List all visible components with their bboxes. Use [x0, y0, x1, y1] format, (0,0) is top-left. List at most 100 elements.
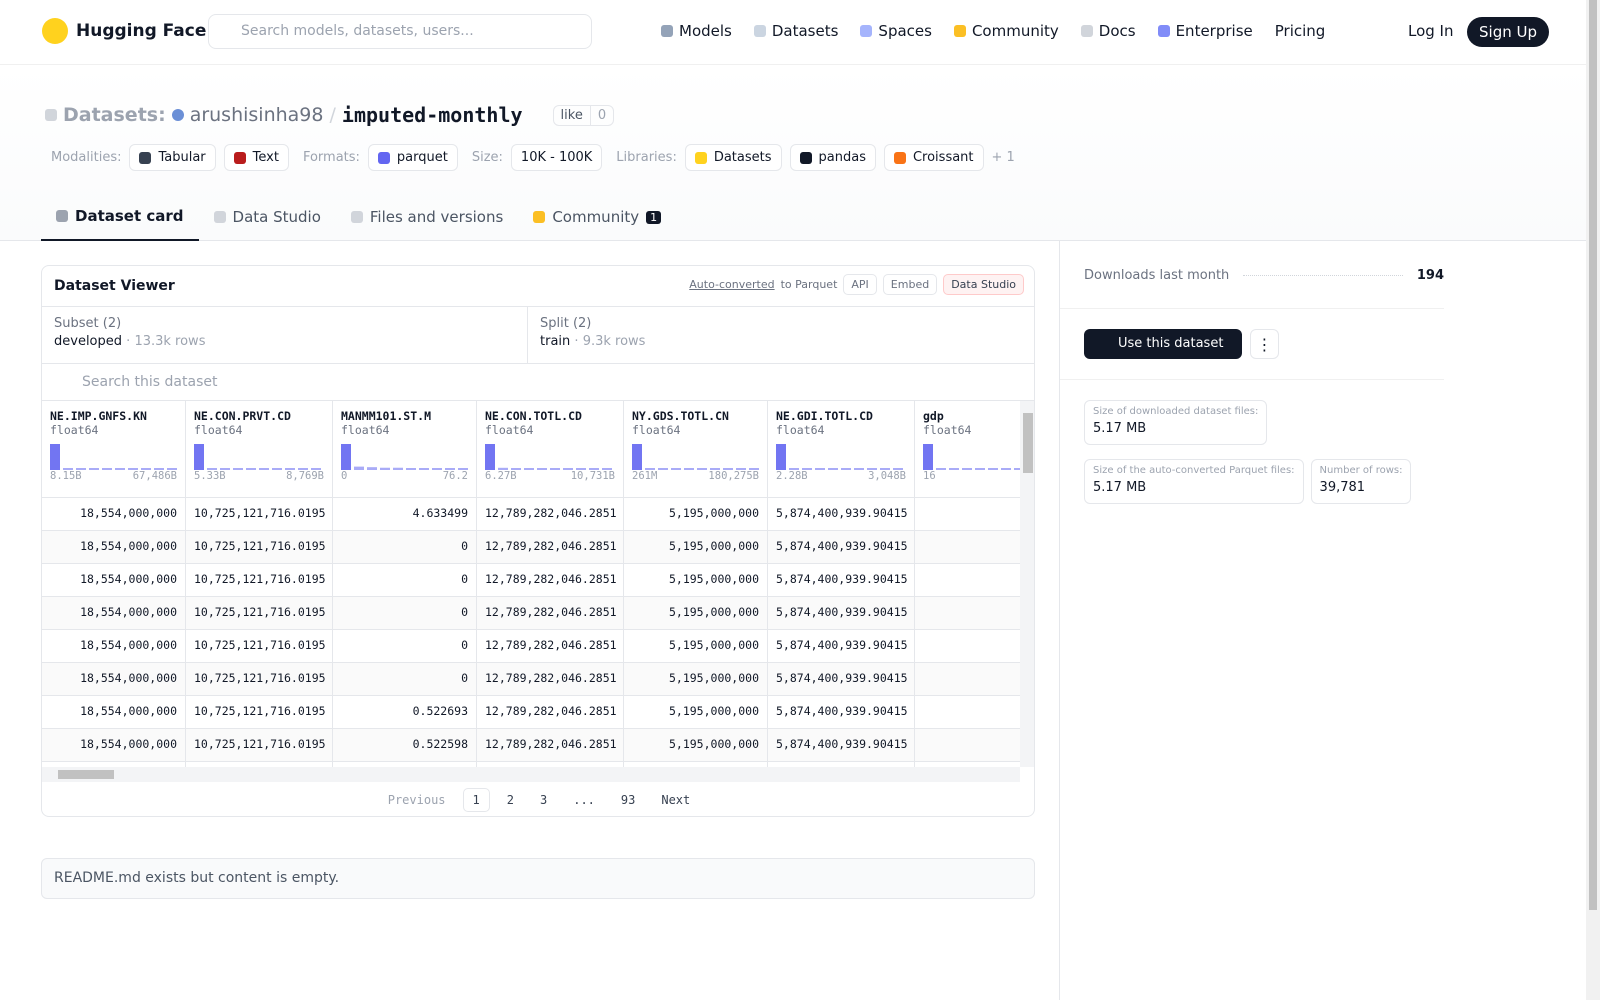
histogram-bar[interactable]	[789, 468, 799, 470]
tab-label[interactable]: Files and versions	[369, 208, 504, 226]
brand-name[interactable]: Hugging Face	[76, 21, 207, 41]
histogram-bar[interactable]	[194, 444, 204, 470]
page-scrollbar[interactable]	[1586, 0, 1600, 1000]
cell[interactable]: 18,554,000,000	[42, 729, 185, 762]
histogram-bar[interactable]	[949, 468, 959, 470]
cell[interactable]: 12,789,282,046.2851	[477, 663, 623, 696]
cell[interactable]: 12,789,282,046.2851	[477, 498, 623, 531]
tab-label[interactable]: Data Studio	[232, 208, 321, 226]
cell[interactable]: 12,789,282,046.2851	[477, 696, 623, 729]
cell[interactable]: 12,789,282,046.2851	[477, 597, 623, 630]
tag[interactable]: 10K - 100K	[510, 144, 603, 171]
column-header[interactable]: NE.CON.PRVT.CD float64 5.33B 8,769B	[186, 401, 332, 498]
histogram-bar[interactable]	[828, 468, 838, 470]
tag[interactable]: pandas	[789, 144, 876, 171]
histogram-bar[interactable]	[602, 468, 612, 470]
nav-link-label[interactable]: Datasets	[771, 22, 839, 40]
histogram-bar[interactable]	[975, 468, 985, 470]
cell[interactable]	[915, 696, 1020, 729]
cell[interactable]: 5,874,400,939.90415	[768, 729, 914, 762]
cell[interactable]	[915, 630, 1020, 663]
histogram-bar[interactable]	[802, 468, 812, 470]
histogram-bar[interactable]	[298, 468, 308, 470]
column-header[interactable]: NE.GDI.TOTL.CD float64 2.28B 3,048B	[768, 401, 914, 498]
nav-link-label[interactable]: Pricing	[1274, 22, 1326, 40]
histogram-bar[interactable]	[645, 468, 655, 470]
cell[interactable]: 10,725,121,716.0195	[186, 564, 332, 597]
histogram-bar[interactable]	[246, 468, 256, 470]
nav-link[interactable]: Datasets	[753, 22, 839, 40]
nav-link[interactable]: Spaces	[860, 22, 932, 40]
histogram-bar[interactable]	[1001, 468, 1011, 470]
next[interactable]: Next	[661, 793, 691, 807]
histogram-bar[interactable]	[867, 468, 877, 470]
tab[interactable]: Dataset card	[41, 197, 199, 241]
column-header[interactable]: MANMM101.ST.M float64 0 76.2	[333, 401, 476, 498]
page[interactable]: 1	[462, 788, 490, 812]
histogram-bar[interactable]	[141, 468, 151, 470]
tag-label[interactable]: parquet	[396, 150, 448, 165]
histogram-bar[interactable]	[988, 468, 998, 470]
histogram-bar[interactable]	[749, 468, 759, 470]
histogram-bar[interactable]	[962, 468, 972, 470]
cell[interactable]: 18,554,000,000	[42, 663, 185, 696]
column-header[interactable]: NE.IMP.GNFS.KN float64 8.15B 67,486B	[42, 401, 185, 498]
histogram-bar[interactable]	[511, 468, 521, 470]
histogram-bar[interactable]	[393, 467, 403, 470]
page[interactable]: 2	[506, 793, 514, 807]
tag-label[interactable]: Text	[252, 150, 279, 165]
tag-label[interactable]: Tabular	[158, 150, 206, 165]
cell[interactable]	[915, 597, 1020, 630]
cell[interactable]: 5,195,000,000	[624, 564, 767, 597]
cell[interactable]: 12,789,282,046.2851	[477, 564, 623, 597]
v-scrollbar[interactable]	[1020, 401, 1034, 767]
page[interactable]: 3	[539, 793, 548, 807]
use-dataset[interactable]: Use this dataset	[1084, 329, 1242, 359]
tab-label[interactable]: Community	[552, 208, 640, 226]
cell[interactable]: 5,874,400,939.90415	[768, 531, 914, 564]
h-scrollbar[interactable]	[42, 767, 1020, 782]
search-box[interactable]: Search models, datasets, users...	[208, 14, 592, 49]
cell[interactable]: 5,874,400,939.90415	[768, 630, 914, 663]
histogram-bar[interactable]	[671, 468, 681, 470]
histogram-bar[interactable]	[498, 467, 508, 470]
subset-select[interactable]: Subset (2) developed · 13.3k rows	[42, 306, 528, 363]
cell[interactable]: 4.633499	[333, 498, 476, 531]
cell[interactable]: 0	[333, 531, 476, 564]
nav-link[interactable]: Models	[661, 22, 732, 40]
cell[interactable]: 10,725,121,716.0195	[186, 498, 332, 531]
histogram-bar[interactable]	[432, 468, 442, 470]
cell[interactable]: 5,195,000,000	[624, 663, 767, 696]
cell[interactable]: 5,195,000,000	[624, 498, 767, 531]
login[interactable]: Log In	[1408, 22, 1454, 40]
histogram-bar[interactable]	[406, 468, 416, 470]
like-button[interactable]: like 0	[552, 104, 615, 126]
histogram-bar[interactable]	[815, 468, 825, 470]
cell[interactable]: 5,874,400,939.90415	[768, 663, 914, 696]
auto-converted[interactable]: Auto-converted	[689, 278, 775, 291]
histogram-bar[interactable]	[710, 468, 720, 470]
tag-label[interactable]: Croissant	[912, 150, 974, 165]
more-menu[interactable]: ⋮	[1250, 329, 1279, 359]
nav-link-label[interactable]: Enterprise	[1175, 22, 1253, 40]
cell[interactable]: 10,725,121,716.0195	[186, 597, 332, 630]
like-label[interactable]: like	[560, 107, 583, 123]
histogram-bar[interactable]	[936, 468, 946, 470]
cell[interactable]: 0	[333, 630, 476, 663]
histogram-bar[interactable]	[736, 468, 746, 470]
nav-link[interactable]: Enterprise	[1157, 22, 1253, 40]
signup[interactable]: Sign Up	[1467, 17, 1549, 47]
histogram-bar[interactable]	[589, 468, 599, 470]
histogram-bar[interactable]	[341, 444, 351, 470]
column-header[interactable]: NE.CON.TOTL.CD float64 6.27B 10,731B	[477, 401, 623, 498]
histogram-bar[interactable]	[272, 468, 282, 470]
cell[interactable]	[915, 498, 1020, 531]
cell[interactable]: 18,554,000,000	[42, 630, 185, 663]
cell[interactable]: 18,554,000,000	[42, 498, 185, 531]
cell[interactable]: 0	[333, 663, 476, 696]
tag[interactable]: Text	[223, 144, 289, 171]
tag[interactable]: Tabular	[129, 144, 216, 171]
page[interactable]: ...	[573, 793, 595, 807]
tab[interactable]: Community 1	[518, 197, 676, 241]
cell[interactable]: 10,725,121,716.0195	[186, 729, 332, 762]
